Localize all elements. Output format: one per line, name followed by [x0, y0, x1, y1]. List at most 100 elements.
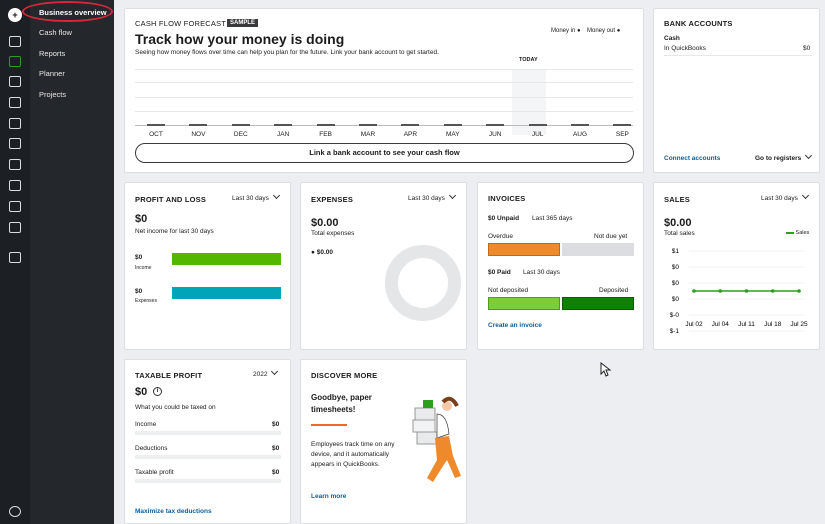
chevron-down-icon: [801, 191, 809, 200]
apps-icon[interactable]: [9, 222, 21, 233]
deposited-label: Deposited: [599, 287, 629, 294]
legend-money-in: Money in ●: [551, 28, 581, 34]
learn-more-link[interactable]: Learn more: [311, 493, 347, 500]
bank-icon[interactable]: [9, 76, 21, 87]
tax-deductions-value: $0: [272, 445, 280, 452]
tax-income-value: $0: [272, 421, 280, 428]
pl-period-dropdown[interactable]: Last 30 days: [232, 191, 280, 202]
sales-point[interactable]: [718, 289, 723, 293]
sales-point[interactable]: [770, 289, 775, 293]
discover-title: DISCOVER MORE: [311, 371, 378, 380]
profit-loss-card: PROFIT AND LOSS Last 30 days $0 Net inco…: [124, 182, 291, 350]
go-to-registers-link[interactable]: Go to registers: [755, 151, 813, 162]
invoices-title: INVOICES: [488, 194, 526, 203]
sample-badge: SAMPLE: [227, 19, 259, 27]
month-baseline-mark: [316, 124, 335, 126]
month-label: SEP: [615, 131, 629, 138]
not-deposited-label: Not deposited: [488, 287, 529, 294]
chevron-down-icon: [271, 367, 279, 376]
legend-money-out: Money out ●: [587, 28, 621, 34]
month-label: MAR: [360, 131, 376, 138]
pl-expenses-label: Expenses: [135, 298, 157, 304]
month-label: DEC: [233, 131, 248, 138]
today-label: TODAY: [519, 57, 538, 63]
y-tick-label: $0: [672, 296, 680, 303]
paid-amount: $0 Paid: [488, 269, 511, 276]
invoices-card: INVOICES $0 Unpaid Last 365 days Overdue…: [477, 182, 644, 350]
tax-desc: What you could be taxed on: [135, 404, 216, 411]
month-label: NOV: [191, 131, 206, 138]
sales-point[interactable]: [692, 289, 696, 293]
sales-line-chart[interactable]: $1 $0 $0 $0 $-0 $-1 Jul 02 Jul 04 Jul 11 Jul 18 Ju…: [654, 243, 821, 343]
deposited-bar[interactable]: [562, 297, 634, 310]
create-plus-icon[interactable]: +: [8, 8, 22, 22]
pl-amount: $0: [135, 213, 148, 225]
bank-account-name[interactable]: Cash: [664, 35, 680, 42]
x-tick-label: Jul 25: [790, 321, 808, 328]
chevron-down-icon: [805, 151, 813, 160]
bank-account-sub: In QuickBooks: [664, 45, 706, 52]
nav-projects[interactable]: Projects: [39, 90, 67, 99]
tax-deductions-bar: [135, 455, 281, 459]
home-icon[interactable]: [9, 36, 21, 47]
pl-expenses-bar[interactable]: [172, 287, 281, 299]
highlight-circle: [22, 1, 113, 22]
maximize-deductions-link[interactable]: Maximize tax deductions: [135, 508, 212, 515]
pl-income-bar[interactable]: [172, 253, 281, 265]
cash-flow-card: CASH FLOW FORECAST SAMPLE Track how your…: [124, 8, 644, 173]
month-baseline-mark: [189, 124, 208, 126]
month-label: OCT: [149, 131, 163, 138]
expenses-period-dropdown[interactable]: Last 30 days: [408, 191, 456, 202]
expenses-donut[interactable]: [385, 245, 461, 321]
sales-period-dropdown[interactable]: Last 30 days: [761, 191, 809, 202]
chart-icon[interactable]: [9, 56, 21, 67]
y-tick-label: $0: [672, 280, 680, 287]
month-baseline-mark: [486, 124, 505, 126]
link-bank-button[interactable]: Link a bank account to see your cash flo…: [135, 143, 634, 163]
tax-profit-label: Taxable profit: [135, 469, 174, 476]
month-baseline-mark: [613, 124, 632, 126]
bookmark-icon[interactable]: [9, 252, 21, 263]
pl-income-label: Income: [135, 265, 152, 271]
x-tick-label: Jul 04: [712, 321, 730, 328]
nav-reports[interactable]: Reports: [39, 49, 66, 58]
not-due-bar[interactable]: [562, 243, 634, 256]
sales-point[interactable]: [797, 289, 801, 293]
cash-flow-title: CASH FLOW FORECAST: [135, 19, 227, 28]
overdue-bar[interactable]: [488, 243, 560, 256]
not-deposited-bar[interactable]: [488, 297, 560, 310]
reports-icon[interactable]: [9, 180, 21, 191]
discover-more-card: DISCOVER MORE Goodbye, paper timesheets!…: [300, 359, 467, 524]
nav-cash-flow[interactable]: Cash flow: [39, 28, 72, 37]
nav-planner[interactable]: Planner: [39, 69, 65, 78]
bank-accounts-card: BANK ACCOUNTS Cash In QuickBooks $0 Conn…: [653, 8, 820, 173]
sales-point[interactable]: [744, 289, 749, 293]
month-label: JUN: [488, 131, 502, 138]
info-icon[interactable]: i: [153, 387, 162, 396]
pl-income-amount: $0: [135, 254, 143, 261]
create-invoice-link[interactable]: Create an invoice: [488, 322, 542, 329]
month-baseline-mark: [443, 124, 462, 126]
month-label: APR: [403, 131, 418, 138]
x-tick-label: Jul 02: [685, 321, 703, 328]
tax-year-dropdown[interactable]: 2022: [253, 367, 279, 378]
payroll-icon[interactable]: [9, 201, 21, 212]
cash-flow-subtitle: Seeing how money flows over time can hel…: [135, 49, 439, 56]
month-baseline-mark: [274, 124, 293, 126]
sales-card: SALES Last 30 days $0.00 Total sales Sal…: [653, 182, 820, 350]
people-icon[interactable]: [9, 159, 21, 170]
tax-income-label: Income: [135, 421, 157, 428]
y-tick-label: $-0: [670, 312, 680, 319]
settings-gear-icon[interactable]: [9, 506, 21, 517]
y-tick-label: $-1: [670, 328, 680, 335]
expenses-card: EXPENSES Last 30 days $0.00 Total expens…: [300, 182, 467, 350]
y-tick-label: $0: [672, 264, 680, 271]
x-tick-label: Jul 18: [764, 321, 782, 328]
y-tick-label: $1: [672, 248, 680, 255]
connect-accounts-link[interactable]: Connect accounts: [664, 155, 721, 162]
tax-title: TAXABLE PROFIT: [135, 371, 203, 380]
cart-icon[interactable]: [9, 138, 21, 149]
expenses-icon[interactable]: [9, 118, 21, 129]
sales-icon[interactable]: [9, 97, 21, 108]
month-baseline-mark: [231, 124, 250, 126]
